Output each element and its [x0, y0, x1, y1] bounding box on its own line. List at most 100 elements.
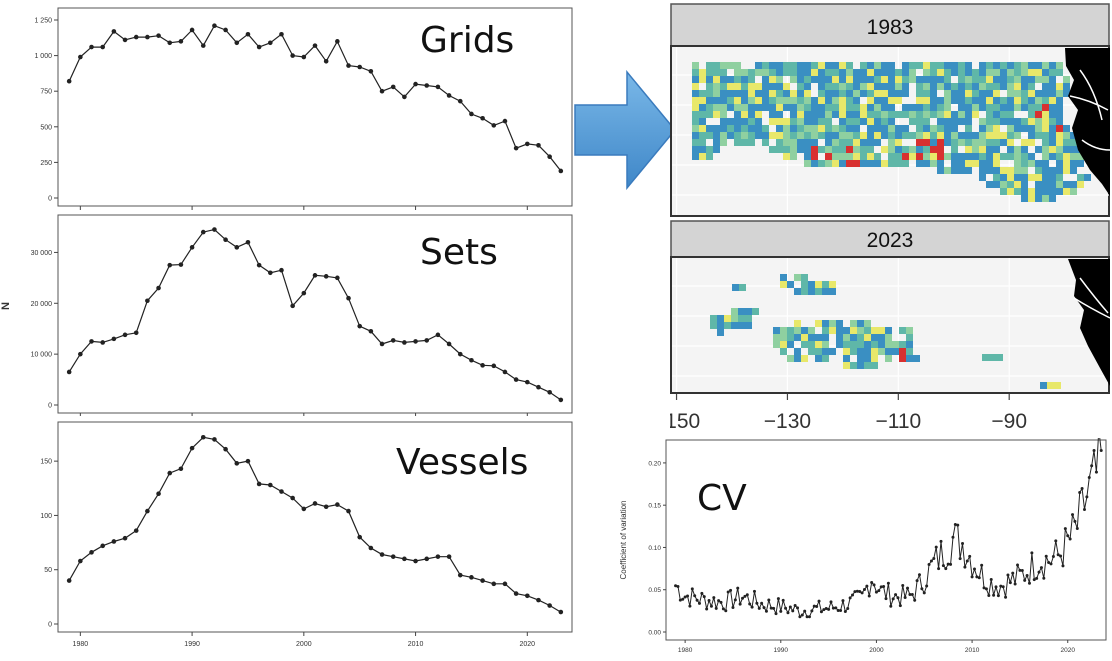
data-point: [111, 29, 117, 34]
catch-grid-cell: [853, 125, 860, 132]
catch-grid-cell: [867, 146, 874, 153]
data-point: [678, 598, 682, 602]
catch-grid-cell: [1054, 382, 1061, 389]
catch-grid-cell: [972, 111, 979, 118]
catch-grid-cell: [944, 69, 951, 76]
catch-grid-cell: [832, 90, 839, 97]
catch-grid-cell: [881, 160, 888, 167]
catch-grid-cell: [902, 125, 909, 132]
catch-grid-cell: [986, 62, 993, 69]
data-point: [1078, 491, 1082, 495]
catch-grid-cell: [881, 76, 888, 83]
data-point: [834, 606, 838, 610]
catch-grid-cell: [979, 97, 986, 104]
catch-grid-cell: [825, 132, 832, 139]
catch-grid-cell: [797, 125, 804, 132]
catch-grid-cell: [741, 83, 748, 90]
x-tick-label: 1980: [678, 647, 693, 654]
x-tick-label: 2020: [1061, 647, 1076, 654]
catch-grid-cell: [881, 132, 888, 139]
catch-grid-cell: [902, 76, 909, 83]
catch-grid-cell: [881, 69, 888, 76]
catch-grid-cell: [951, 118, 958, 125]
catch-grid-cell: [923, 118, 930, 125]
catch-grid-cell: [993, 139, 1000, 146]
catch-grid-cell: [1056, 125, 1063, 132]
catch-grid-cell: [832, 83, 839, 90]
catch-grid-cell: [1007, 174, 1014, 181]
catch-grid-cell: [1049, 167, 1056, 174]
catch-grid-cell: [1028, 139, 1035, 146]
catch-grid-cell: [1021, 167, 1028, 174]
catch-grid-cell: [769, 62, 776, 69]
catch-grid-cell: [972, 90, 979, 97]
catch-grid-cell: [1049, 174, 1056, 181]
catch-grid-cell: [871, 334, 878, 341]
catch-grid-cell: [1042, 76, 1049, 83]
catch-grid-cell: [909, 132, 916, 139]
catch-grid-cell: [699, 76, 706, 83]
y-tick-label: 0.05: [648, 587, 661, 594]
catch-grid-cell: [986, 111, 993, 118]
catch-grid-cell: [979, 104, 986, 111]
catch-grid-cell: [734, 104, 741, 111]
catch-grid-cell: [790, 69, 797, 76]
data-point: [133, 330, 139, 336]
catch-grid-cell: [1049, 195, 1056, 202]
catch-grid-cell: [850, 320, 857, 327]
catch-grid-cell: [1049, 111, 1056, 118]
catch-grid-cell: [720, 132, 727, 139]
data-point: [968, 554, 972, 558]
catch-grid-cell: [1035, 118, 1042, 125]
catch-grid-cell: [804, 160, 811, 167]
catch-grid-cell: [874, 62, 881, 69]
catch-grid-cell: [1070, 139, 1077, 146]
catch-grid-cell: [937, 160, 944, 167]
catch-grid-cell: [993, 97, 1000, 104]
data-point: [502, 581, 508, 587]
catch-grid-cell: [745, 308, 752, 315]
catch-grid-cell: [871, 355, 878, 362]
catch-grid-cell: [1007, 97, 1014, 104]
catch-grid-cell: [860, 76, 867, 83]
data-point: [906, 586, 910, 590]
catch-grid-cell: [804, 146, 811, 153]
data-point: [167, 262, 173, 268]
catch-grid-cell: [958, 69, 965, 76]
catch-grid-cell: [1035, 174, 1042, 181]
catch-grid-cell: [916, 90, 923, 97]
catch-grid-cell: [906, 341, 913, 348]
data-point: [145, 298, 150, 304]
catch-grid-cell: [811, 104, 818, 111]
catch-grid-cell: [811, 118, 818, 125]
catch-grid-cell: [1049, 125, 1056, 132]
catch-grid-cell: [748, 104, 755, 111]
catch-grid-cell: [755, 104, 762, 111]
data-point: [681, 597, 685, 601]
catch-grid-cell: [1007, 139, 1014, 146]
data-point: [212, 437, 217, 442]
catch-grid-cell: [853, 139, 860, 146]
data-point: [750, 605, 754, 609]
data-point: [855, 589, 859, 593]
catch-grid-cell: [906, 327, 913, 334]
data-point: [1013, 582, 1017, 586]
catch-grid-cell: [1063, 76, 1070, 83]
data-point: [457, 572, 463, 578]
catch-grid-cell: [818, 62, 825, 69]
catch-grid-cell: [846, 139, 853, 146]
catch-grid-cell: [867, 118, 874, 125]
data-point: [903, 595, 907, 599]
catch-grid-cell: [755, 118, 762, 125]
catch-grid-cell: [923, 104, 930, 111]
data-point: [245, 458, 251, 464]
catch-grid-cell: [885, 348, 892, 355]
data-point: [741, 596, 745, 600]
catch-grid-cell: [958, 139, 965, 146]
grids-chart: 0 250 500 750 1 000 1 250: [34, 7, 573, 210]
catch-grid-cell: [797, 111, 804, 118]
data-point: [290, 303, 295, 309]
catch-grid-cell: [769, 90, 776, 97]
data-point: [1042, 576, 1046, 580]
catch-grid-cell: [1063, 167, 1070, 174]
